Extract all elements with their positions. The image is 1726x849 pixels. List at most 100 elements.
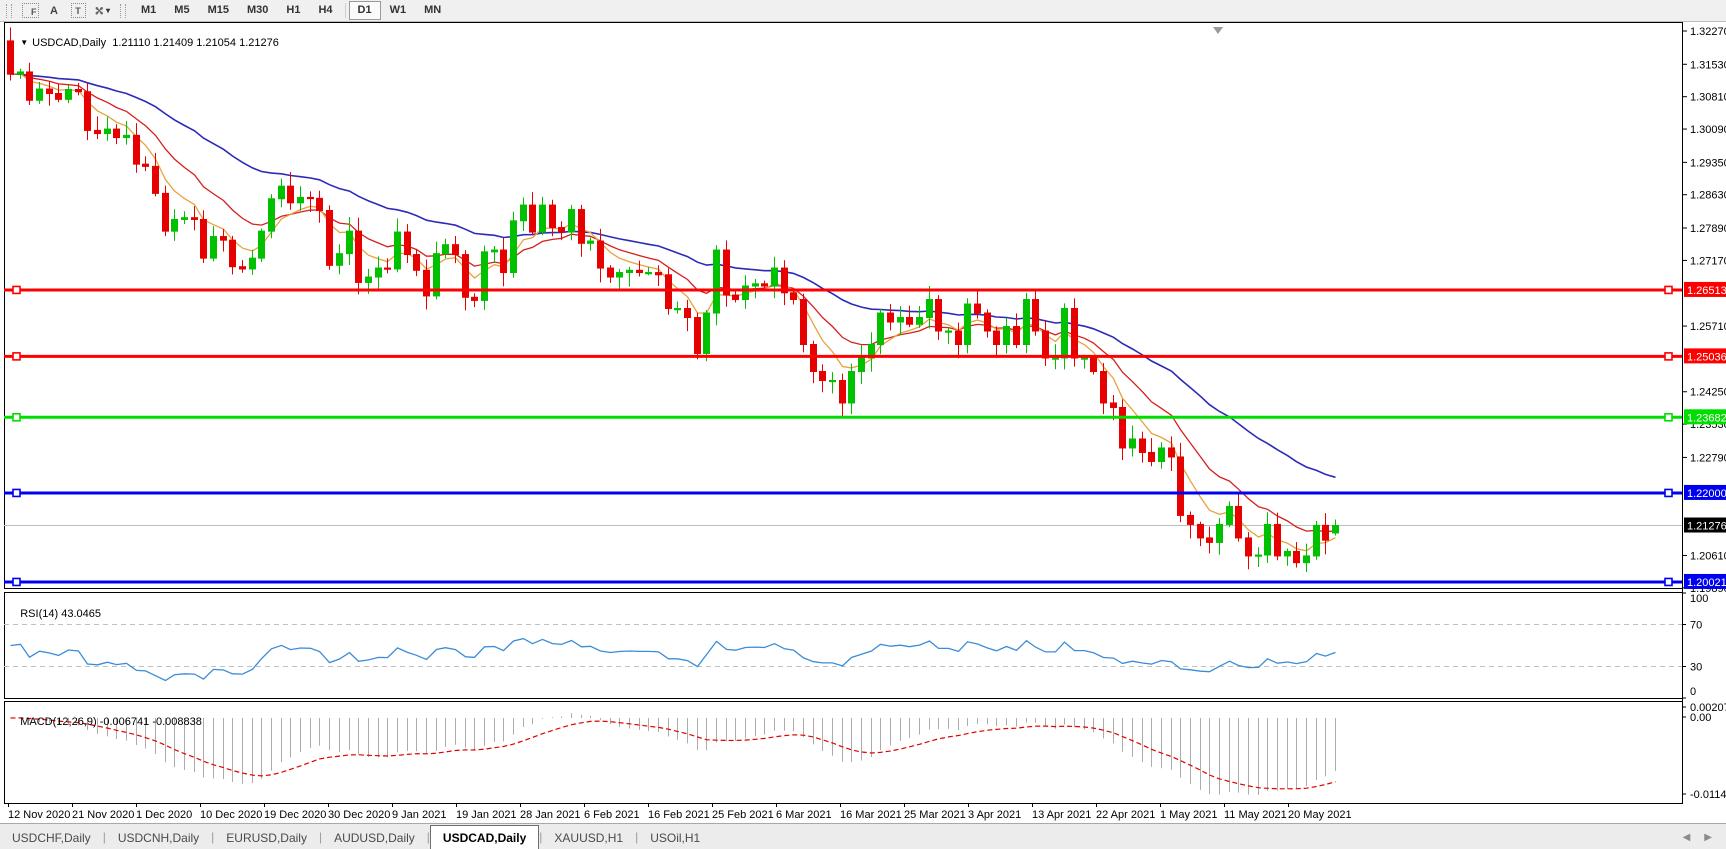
line-handle[interactable]	[1664, 285, 1673, 295]
candle-body	[964, 303, 971, 346]
chart-tab-usdchf-daily[interactable]: USDCHF,Daily	[12, 830, 91, 845]
line-price-label-bg	[1684, 281, 1726, 297]
macd-axis-tick-label: 0.002074	[1690, 702, 1726, 714]
candle-body	[171, 218, 178, 232]
macd-panel	[4, 701, 1683, 804]
candle-body	[404, 231, 411, 256]
candle-body	[287, 185, 294, 204]
candle-body	[278, 185, 285, 200]
candle-body	[191, 217, 198, 220]
date-axis-label: 1 Dec 2020	[136, 809, 192, 821]
moving-average-slow	[10, 73, 1336, 479]
date-axis-label: 16 Mar 2021	[840, 809, 902, 821]
collapse-triangle-icon[interactable]: ▼	[20, 38, 29, 47]
candle-body	[829, 379, 836, 383]
timeframe-button-mn[interactable]: MN	[424, 4, 442, 16]
candle-body	[935, 299, 942, 332]
date-axis-label: 13 Apr 2021	[1032, 809, 1091, 821]
candle-body	[1235, 505, 1242, 539]
candle-body	[365, 276, 372, 283]
line-price-label: 1.26513	[1687, 285, 1726, 297]
candle-body	[249, 257, 256, 270]
timeframe-button-m15[interactable]: M15	[207, 4, 229, 16]
candle-body	[355, 230, 362, 283]
line-handle[interactable]	[1664, 488, 1673, 498]
candle-body	[384, 267, 391, 270]
candlesticks	[7, 27, 1339, 572]
toolbar-drag-handle[interactable]	[6, 3, 12, 18]
date-axis-label: 3 Apr 2021	[968, 809, 1021, 821]
diagonal-arrows-icon: ✢	[90, 1, 108, 20]
candle-body	[926, 299, 933, 319]
chart-tab-xauusd-h1[interactable]: XAUUSD,H1	[554, 830, 624, 845]
timeframe-button-m30[interactable]: M30	[246, 4, 269, 16]
candle-body	[1255, 554, 1262, 557]
chart-shift-marker-icon[interactable]	[1213, 27, 1223, 34]
tab-separator: |	[539, 830, 543, 844]
chart-tab-usoil-h1[interactable]: USOil,H1	[650, 830, 701, 845]
candle-body	[1042, 330, 1049, 359]
line-handle[interactable]	[1664, 577, 1673, 587]
candle-body	[258, 230, 265, 259]
candle-body	[336, 253, 343, 266]
candle-body	[423, 269, 430, 297]
tab-scroll-left-icon[interactable]: ◀	[1682, 831, 1691, 843]
candle-body	[684, 308, 691, 319]
timeframe-toolbar-handle[interactable]	[120, 3, 126, 18]
candle-body	[162, 192, 169, 232]
candle-body	[887, 312, 894, 323]
timeframe-button-h4[interactable]: H4	[318, 4, 333, 16]
candle-body	[1110, 402, 1117, 408]
chart-tab-eurusd-daily[interactable]: EURUSD,Daily	[226, 830, 307, 845]
snap-grid-tool-button[interactable]: F	[18, 1, 42, 20]
line-handle[interactable]	[12, 412, 21, 422]
candle-body	[1197, 523, 1204, 539]
candle-body	[790, 292, 797, 301]
candle-body	[1013, 326, 1020, 346]
price-axis-tick-label: 1.22790	[1690, 452, 1726, 464]
candle-body	[723, 249, 730, 296]
price-axis-tick-label: 1.24250	[1690, 387, 1726, 399]
style-tool-button[interactable]: ✢ ▾	[90, 1, 114, 20]
text-tool-button[interactable]: A	[42, 1, 66, 20]
line-handle[interactable]	[12, 352, 21, 361]
date-axis-label: 21 Nov 2020	[72, 809, 134, 821]
line-handle[interactable]	[12, 577, 21, 587]
price-axis-tick-label: 1.30810	[1690, 92, 1726, 104]
label-tool-button[interactable]: T	[66, 1, 90, 20]
timeframe-button-h1[interactable]: H1	[286, 4, 301, 16]
line-handle[interactable]	[12, 488, 21, 498]
chart-tab-usdcnh-daily[interactable]: USDCNH,Daily	[117, 830, 200, 845]
timeframe-button-m5[interactable]: M5	[174, 4, 190, 16]
candle-body	[597, 240, 604, 269]
price-axis-tick-label: 1.31530	[1690, 59, 1726, 71]
timeframe-button-m1[interactable]: M1	[141, 4, 157, 16]
candle-body	[636, 269, 643, 274]
text-box-icon: T	[70, 3, 86, 18]
candle-body	[993, 330, 1000, 346]
chart-tab-audusd-daily[interactable]: AUDUSD,Daily	[334, 830, 415, 845]
price-axis-tick-label: 1.27890	[1690, 223, 1726, 235]
candle-body	[307, 196, 314, 200]
line-handle[interactable]	[1664, 352, 1673, 361]
candle-body	[1158, 447, 1165, 462]
candle-body	[462, 254, 469, 298]
date-axis-label: 20 May 2021	[1288, 809, 1352, 821]
candle-body	[1148, 451, 1155, 462]
line-handle[interactable]	[12, 285, 21, 295]
candle-body	[1081, 357, 1088, 360]
candle-body	[326, 209, 333, 266]
timeframe-button-w1[interactable]: W1	[389, 4, 407, 16]
chart-tab-usdcad-daily[interactable]: USDCAD,Daily	[429, 825, 540, 849]
timeframe-button-d1[interactable]: D1	[348, 1, 381, 20]
macd-name: MACD(12,26,9)	[20, 716, 97, 728]
candle-body	[578, 209, 585, 244]
candle-body	[645, 272, 652, 275]
candle-body	[239, 266, 246, 270]
candle-body	[123, 134, 130, 139]
candle-body	[1119, 406, 1126, 449]
line-handle[interactable]	[1664, 412, 1673, 422]
tab-scroll-right-icon[interactable]: ▶	[1704, 831, 1712, 843]
rsi-panel	[4, 592, 1683, 699]
toolbar-divider	[344, 3, 346, 18]
